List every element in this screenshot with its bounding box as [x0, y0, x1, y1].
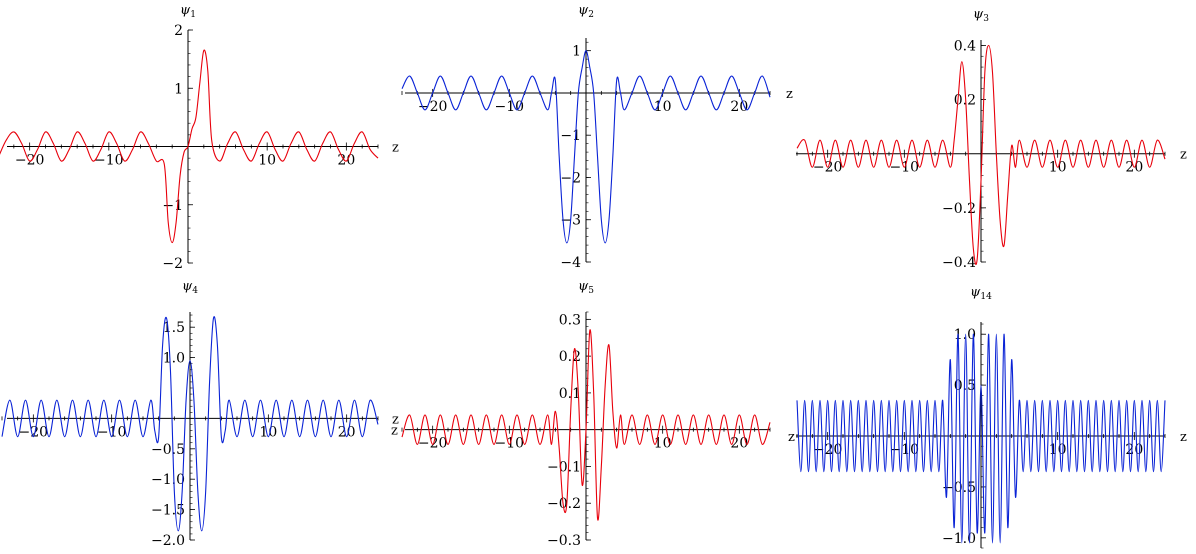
- x-axis-label: z: [392, 141, 399, 156]
- y-tick-label: 2: [174, 23, 183, 39]
- x-axis-label: z: [1180, 148, 1187, 163]
- panel-5: −20 −10 10 20 −0.3 −0.2 −0.1 0.1 0.2 0.3 ψ5 z: [391, 279, 771, 549]
- x-tick-label: −10: [495, 99, 525, 115]
- x-tick-label: 20: [338, 424, 356, 440]
- x-tick-label: −10: [890, 442, 920, 458]
- x-tick-label: 10: [1049, 442, 1067, 458]
- x-tick-label: 10: [258, 153, 276, 169]
- series-line: [1, 316, 379, 532]
- y-tick-label: −2: [560, 170, 581, 186]
- y-tick-label: −2.0: [151, 533, 185, 549]
- y-tick-label: 1: [572, 44, 581, 60]
- y-tick-label: 0.2: [559, 349, 581, 365]
- x-tick-label: 20: [1125, 442, 1143, 458]
- x-axis-label: z: [392, 412, 399, 427]
- series-line: [796, 333, 1166, 544]
- y-tick-label: 1.0: [954, 327, 976, 343]
- x-tick-label: −20: [19, 424, 49, 440]
- y-tick-label: −0.4: [942, 255, 976, 271]
- y-tick-label: 1: [174, 81, 183, 97]
- y-tick-label: −1.5: [151, 503, 185, 519]
- x-tick-label: 20: [730, 436, 748, 452]
- x-axis-label-left: z: [788, 430, 795, 445]
- series-line: [401, 329, 771, 521]
- chart-title: ψ14: [970, 285, 992, 302]
- y-tick-label: −0.2: [942, 201, 976, 217]
- x-tick-label: −20: [813, 442, 843, 458]
- y-tick-label: −1: [162, 198, 183, 214]
- x-tick-label: −20: [418, 436, 448, 452]
- x-tick-label: 10: [654, 436, 672, 452]
- series-line: [0, 49, 379, 244]
- x-axis-label: z: [391, 424, 398, 439]
- x-tick-label: −10: [495, 436, 525, 452]
- chart-title: ψ5: [578, 279, 594, 296]
- chart-title: ψ3: [973, 7, 989, 24]
- chart-title: ψ2: [578, 3, 594, 20]
- y-tick-label: −0.5: [942, 480, 976, 496]
- x-tick-label: 10: [259, 424, 277, 440]
- y-tick-label: −0.5: [151, 442, 185, 458]
- y-tick-label: 0.4: [954, 38, 976, 54]
- y-tick-label: −2: [162, 256, 183, 272]
- y-tick-label: −1.0: [942, 531, 976, 547]
- y-tick-label: −0.2: [547, 496, 581, 512]
- y-tick-label: 0.3: [559, 312, 581, 328]
- x-axis-label: z: [1180, 430, 1187, 445]
- y-tick-label: −1: [560, 128, 581, 144]
- series-line: [796, 44, 1166, 265]
- y-tick-label: 0.2: [954, 93, 976, 109]
- x-tick-label: 20: [730, 99, 748, 115]
- x-tick-label: −20: [418, 99, 448, 115]
- chart-title: ψ4: [182, 279, 198, 296]
- y-tick-label: −0.1: [547, 459, 581, 475]
- x-tick-label: −10: [97, 424, 127, 440]
- x-tick-label: −10: [94, 153, 124, 169]
- y-tick-label: −4: [560, 255, 581, 271]
- series-line: [401, 50, 771, 244]
- y-tick-label: −0.3: [547, 533, 581, 549]
- x-axis-label: z: [786, 87, 793, 102]
- x-tick-label: 10: [654, 99, 672, 115]
- chart-title: ψ1: [180, 3, 196, 20]
- y-tick-label: −1.0: [151, 472, 185, 488]
- y-tick-label: 1.5: [163, 320, 185, 336]
- y-tick-label: 1.0: [163, 351, 185, 367]
- panel-4: −20 −10 10 20 −2.0 −1.5 −1.0 −0.5 1.0 1.5 ψ4 z: [1, 279, 399, 549]
- y-tick-label: 0.1: [559, 386, 581, 402]
